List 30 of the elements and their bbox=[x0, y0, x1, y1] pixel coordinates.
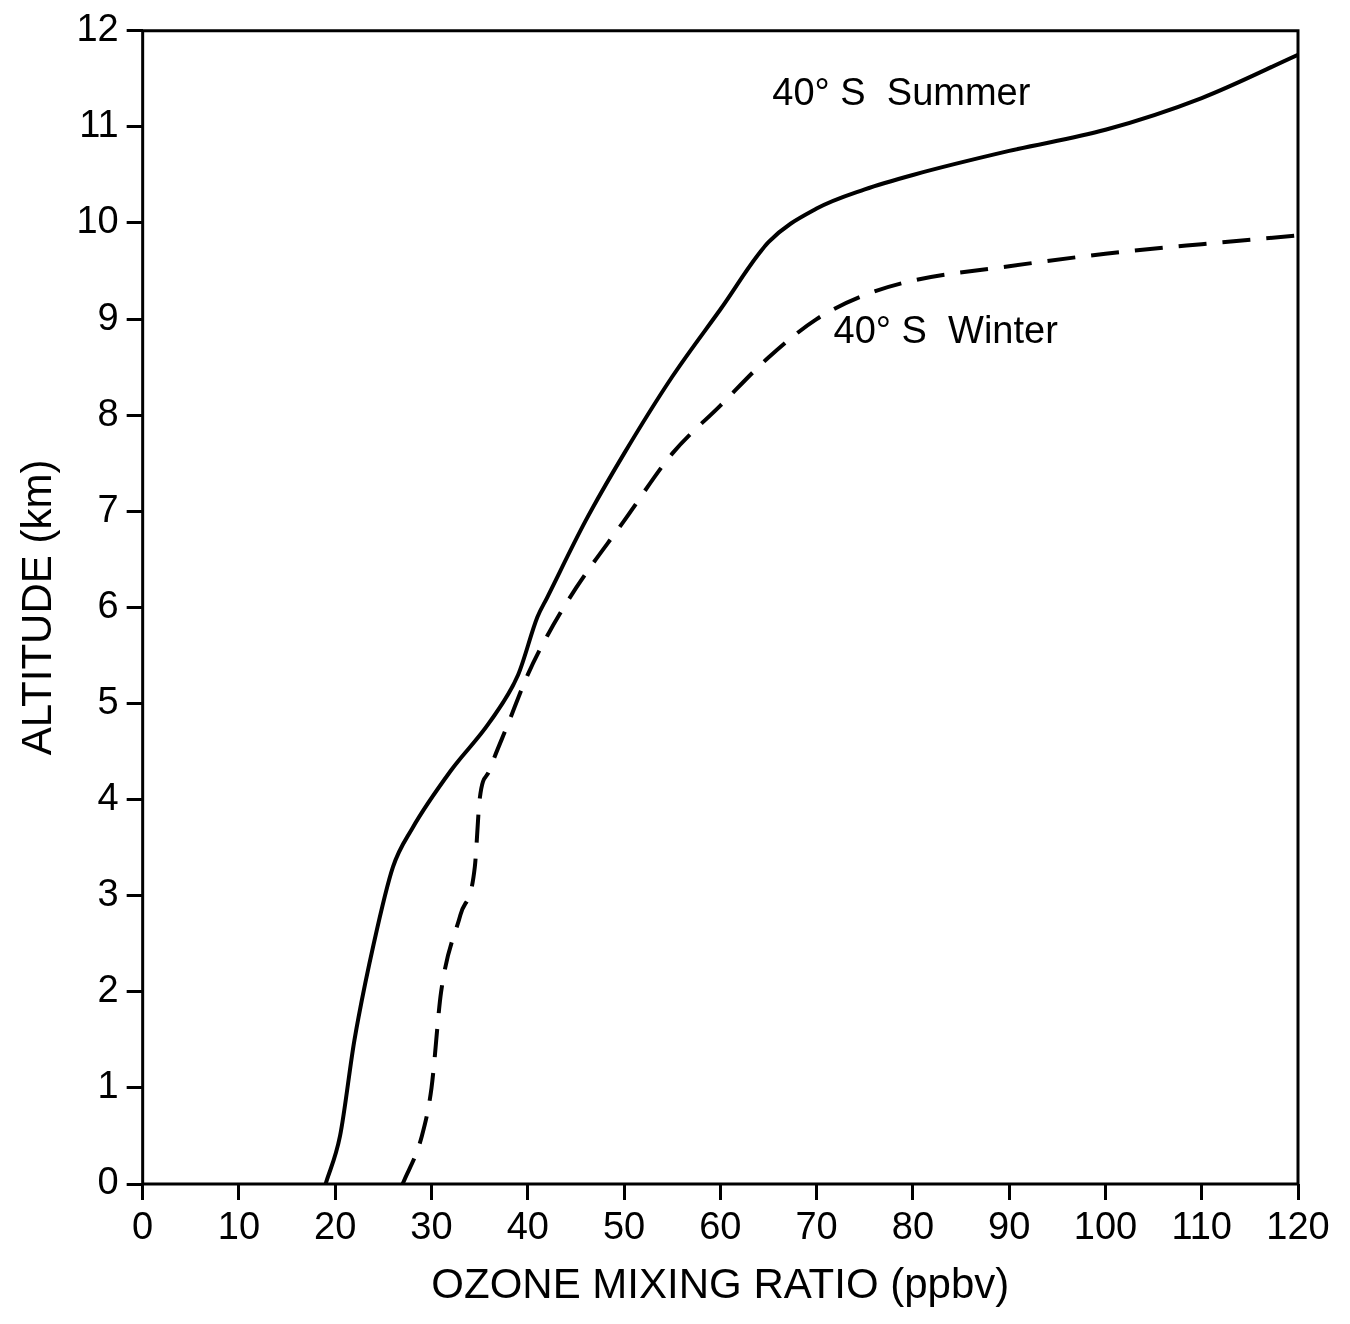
x-tick-label: 110 bbox=[1171, 1205, 1233, 1248]
x-tick-label: 90 bbox=[988, 1205, 1031, 1248]
y-tick-label: 1 bbox=[97, 1064, 119, 1107]
y-tick-label: 9 bbox=[97, 295, 119, 338]
x-tick-label: 40 bbox=[506, 1205, 549, 1248]
x-tick-label: 100 bbox=[1073, 1205, 1138, 1248]
y-tick-label: 8 bbox=[97, 391, 119, 434]
x-axis-title: OZONE MIXING RATIO (ppbv) bbox=[431, 1260, 1010, 1308]
series-label: 40° S Winter bbox=[833, 309, 1059, 352]
x-tick-label: 80 bbox=[891, 1205, 935, 1248]
y-tick-label: 6 bbox=[97, 583, 119, 626]
y-tick-label: 0 bbox=[97, 1160, 119, 1203]
x-tick-label: 120 bbox=[1266, 1205, 1330, 1248]
y-tick-label: 2 bbox=[97, 968, 119, 1011]
x-tick-label: 60 bbox=[699, 1205, 742, 1248]
y-tick-label: 12 bbox=[76, 7, 119, 50]
x-tick-label: 50 bbox=[602, 1205, 646, 1248]
y-tick-label: 7 bbox=[97, 487, 119, 530]
y-tick-label: 5 bbox=[97, 679, 119, 722]
y-tick-label: 4 bbox=[97, 776, 119, 819]
y-tick-label: 3 bbox=[97, 872, 119, 915]
x-tick-label: 20 bbox=[314, 1205, 357, 1248]
x-tick-label: 30 bbox=[410, 1205, 453, 1248]
y-tick-label: 10 bbox=[76, 199, 119, 242]
x-tick-label: 70 bbox=[795, 1205, 838, 1248]
series-label: 40° S Summer bbox=[772, 70, 1031, 113]
x-tick-label: 0 bbox=[132, 1205, 154, 1248]
y-tick-label: 11 bbox=[79, 103, 119, 146]
x-tick-label: 10 bbox=[217, 1205, 261, 1248]
y-axis-title: ALTITUDE (km) bbox=[12, 459, 60, 756]
